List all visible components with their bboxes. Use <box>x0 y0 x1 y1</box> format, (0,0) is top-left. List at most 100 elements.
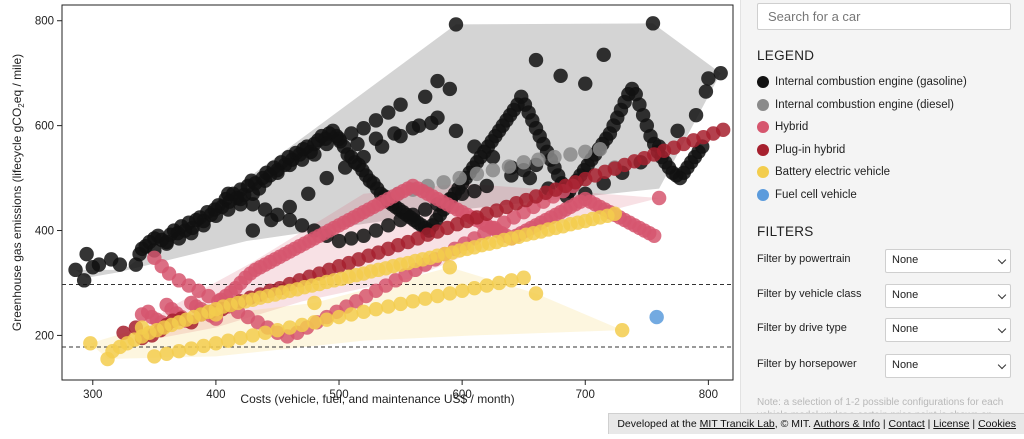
internal-combustion-engine-gasoline-point <box>331 233 347 249</box>
internal-combustion-engine-gasoline-point <box>393 97 408 112</box>
chevron-down-icon <box>997 290 1007 300</box>
battery-electric-vehicle-point <box>393 296 408 312</box>
battery-electric-vehicle-point <box>307 295 322 311</box>
scatter-chart: 300 400 500 600 700 800 200 400 600 800 Costs (veh… <box>10 4 734 406</box>
internal-combustion-engine-gasoline-point <box>245 197 261 212</box>
internal-combustion-engine-gasoline-point <box>418 89 433 104</box>
internal-combustion-engine-gasoline-point <box>387 126 402 141</box>
internal-combustion-engine-gasoline-point <box>233 191 248 207</box>
internal-combustion-engine-gasoline-point <box>418 202 433 217</box>
battery-electric-vehicle-point <box>381 299 396 314</box>
plug-in-hybrid-point <box>715 122 731 138</box>
footer-middle: , © MIT. <box>774 418 812 430</box>
internal-combustion-engine-gasoline-point <box>245 186 261 202</box>
internal-combustion-engine-diesel-point <box>436 175 451 190</box>
internal-combustion-engine-gasoline-point <box>184 225 199 241</box>
powertrain-select[interactable]: None <box>885 249 1011 273</box>
legend-item-label: Fuel cell vehicle <box>775 189 857 201</box>
cookies-link[interactable]: Cookies <box>978 418 1016 430</box>
filter-vehicle-class: Filter by vehicle class None <box>757 284 1011 308</box>
internal-combustion-engine-gasoline-point <box>430 73 445 89</box>
battery-electric-vehicle-point <box>233 330 248 346</box>
battery-electric-vehicle-point <box>418 291 433 306</box>
horsepower-select[interactable]: None <box>885 354 1011 378</box>
legend-item-plug-in-hybrid[interactable]: Plug-in hybrid <box>757 141 845 159</box>
drive-type-select[interactable]: None <box>885 318 1011 342</box>
internal-combustion-engine-gasoline-point <box>270 207 285 222</box>
legend-item-label: Internal combustion engine (gasoline) <box>775 76 967 88</box>
battery-electric-vehicle-point <box>607 206 623 221</box>
battery-electric-dot-icon <box>757 166 769 178</box>
internal-combustion-engine-gasoline-point <box>159 236 174 251</box>
filter-drive-type: Filter by drive type None <box>757 318 1011 342</box>
gasoline-dot-icon <box>757 76 769 88</box>
legend-item-gasoline[interactable]: Internal combustion engine (gasoline) <box>757 73 967 91</box>
select-value: None <box>892 289 919 301</box>
battery-electric-vehicle-point <box>134 320 150 335</box>
internal-combustion-engine-diesel-point <box>531 152 546 167</box>
battery-electric-vehicle-point <box>294 317 310 333</box>
internal-combustion-engine-gasoline-point <box>282 212 297 228</box>
internal-combustion-engine-diesel-point <box>485 163 501 178</box>
chevron-down-icon <box>997 255 1007 265</box>
select-value: None <box>892 323 919 335</box>
battery-electric-vehicle-point <box>307 315 322 330</box>
battery-electric-vehicle-point <box>479 278 494 293</box>
y-tick-label: 400 <box>35 226 54 238</box>
internal-combustion-engine-gasoline-point <box>319 170 334 186</box>
legend-item-diesel[interactable]: Internal combustion engine (diesel) <box>757 96 954 114</box>
filter-horsepower: Filter by horsepower None <box>757 354 1011 378</box>
vehicle-class-select[interactable]: None <box>885 284 1011 308</box>
footer: Developed at the MIT Trancik Lab, © MIT.… <box>608 413 1024 434</box>
hybrid-point <box>651 190 667 206</box>
internal-combustion-engine-gasoline-point <box>381 218 396 233</box>
internal-combustion-engine-gasoline-point <box>331 131 347 146</box>
internal-combustion-engine-gasoline-point <box>596 47 611 63</box>
internal-combustion-engine-gasoline-point <box>528 52 544 68</box>
footer-prefix: Developed at the <box>617 418 697 430</box>
battery-electric-vehicle-point <box>257 325 273 340</box>
internal-combustion-engine-gasoline-point <box>350 136 365 152</box>
internal-combustion-engine-gasoline-point <box>368 113 384 128</box>
contact-link[interactable]: Contact <box>888 418 925 430</box>
x-axis-label: Costs (vehicle, fuel, and maintenance US… <box>240 392 514 406</box>
battery-electric-vehicle-point <box>442 286 458 301</box>
battery-electric-vehicle-point <box>467 281 482 296</box>
chevron-down-icon <box>997 324 1007 334</box>
select-value: None <box>892 254 919 266</box>
legend-item-label: Plug-in hybrid <box>775 144 846 156</box>
internal-combustion-engine-diesel-point <box>563 147 578 162</box>
internal-combustion-engine-gasoline-point <box>301 186 316 202</box>
battery-electric-vehicle-point <box>516 270 531 285</box>
internal-combustion-engine-gasoline-point <box>701 71 716 86</box>
trancik-lab-link[interactable]: MIT Trancik Lab <box>699 418 775 430</box>
y-tick-label: 600 <box>35 121 54 133</box>
legend-title: LEGEND <box>757 48 815 63</box>
legend-item-hybrid[interactable]: Hybrid <box>757 118 808 136</box>
internal-combustion-engine-gasoline-point <box>578 76 593 91</box>
legend-item-fuel-cell[interactable]: Fuel cell vehicle <box>757 186 857 204</box>
filter-label: Filter by vehicle class <box>757 288 862 300</box>
internal-combustion-engine-gasoline-point <box>76 273 92 288</box>
license-link[interactable]: License <box>933 418 970 430</box>
plug-in-hybrid-dot-icon <box>757 144 769 156</box>
legend-item-battery-electric[interactable]: Battery electric vehicle <box>757 163 890 181</box>
hybrid-dot-icon <box>757 121 769 133</box>
diesel-dot-icon <box>757 99 769 111</box>
battery-electric-vehicle-point <box>430 288 445 304</box>
internal-combustion-engine-gasoline-point <box>270 165 285 181</box>
internal-combustion-engine-gasoline-point <box>479 178 494 194</box>
y-axis-label: Greenhouse gas emissions (lifecycle gCO2… <box>10 54 26 331</box>
filter-label: Filter by powertrain <box>757 253 851 265</box>
select-value: None <box>892 359 919 371</box>
internal-combustion-engine-gasoline-point <box>381 105 396 120</box>
internal-combustion-engine-diesel-point <box>547 149 562 165</box>
battery-electric-vehicle-point <box>159 346 174 361</box>
legend-item-label: Hybrid <box>775 121 809 133</box>
internal-combustion-engine-gasoline-point <box>344 231 359 246</box>
battery-electric-vehicle-point <box>368 301 384 317</box>
internal-combustion-engine-gasoline-point <box>196 218 211 233</box>
search-input[interactable] <box>757 3 1011 30</box>
authors-info-link[interactable]: Authors & Info <box>813 418 880 430</box>
chart-area: 300 400 500 600 700 800 200 400 600 800 Costs (veh… <box>10 4 734 406</box>
